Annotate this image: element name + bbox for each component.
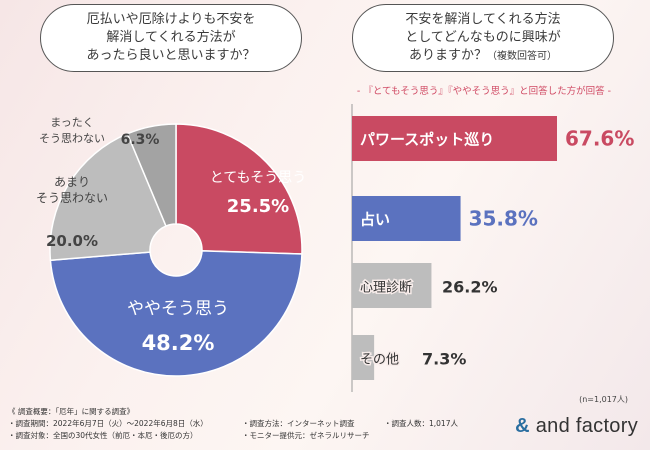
pie-slice (175, 123, 303, 255)
bar-chart-subtitle: - 『とてもそう思う』『ややそう思う』と回答した方が回答 - (356, 86, 612, 97)
pie-slice-label: そう思わない (39, 132, 105, 145)
sample-size-note: (n=1,017人) (579, 395, 628, 404)
pie-slice (126, 123, 177, 227)
bar (352, 116, 557, 161)
survey-footer: 《 調査概要：「厄年」に関する調査》 ・調査期間：2022年6月7日（火）〜20… (0, 404, 650, 450)
logo-ampersand: & (515, 415, 530, 437)
pie-slice-label: あまり (54, 175, 90, 189)
bar-category-label: 占い (360, 211, 390, 229)
question-2-line-text: ありますか？ (408, 48, 487, 63)
question-1-line: あったら良いと思いますか？ (86, 48, 256, 63)
question-1-line: 厄払いや厄除けよりも不安を (86, 12, 256, 27)
logo-text: and factory (529, 415, 638, 437)
pie-value-label: 6.3% (121, 132, 160, 148)
bar (352, 263, 432, 308)
question-2-line: ありますか？（複数回答可） (367, 47, 599, 66)
bar-value-label: 7.3% (422, 350, 466, 369)
footer-target: ・調査対象：全国の30代女性（前厄・本厄・後厄の方） (8, 431, 198, 440)
bar-value-label: 67.6% (565, 127, 634, 151)
question-2-line: 不安を解消してくれる方法 (405, 12, 561, 27)
footer-monitor: ・モニター提供元：ゼネラルリサーチ (242, 431, 370, 440)
footer-count: ・調査人数：1,017人 (384, 419, 458, 428)
question-2-bubble: 不安を解消してくれる方法 としてどんなものに興味が ありますか？（複数回答可） (352, 4, 614, 72)
bar (352, 196, 461, 241)
bar-category-label: パワースポット巡り (360, 131, 494, 149)
pie-slice-label: とてもそう思う (210, 170, 307, 186)
pie-slice-label: まったく (50, 116, 94, 129)
pie-value-label: 25.5% (227, 196, 289, 217)
bar-category-label: 心理診断 (360, 280, 412, 296)
question-1-line: 解消してくれる方法が (106, 30, 236, 45)
footer-method: ・調査方法：インターネット調査 (242, 419, 355, 428)
bar-category-label: その他 (360, 353, 399, 368)
bar (352, 335, 375, 380)
question-2-note: （複数回答可） (487, 51, 557, 62)
question-1-bubble: 厄払いや厄除けよりも不安を 解消してくれる方法が あったら良いと思いますか？ (40, 4, 302, 72)
pie-value-label: 20.0% (46, 232, 98, 250)
pie-slice-label: そう思わない (36, 191, 108, 205)
bar-value-label: 26.2% (442, 278, 498, 297)
footer-heading: 《 調査概要：「厄年」に関する調査》 (8, 407, 135, 416)
pie-slice (49, 132, 167, 262)
pie-slice (49, 250, 303, 377)
pie-slice-label: ややそう思う (127, 299, 229, 319)
footer-period: ・調査期間：2022年6月7日（火）〜2022年6月8日（水） (8, 419, 208, 428)
pie-value-label: 48.2% (142, 331, 215, 355)
and-factory-logo: & and factory (515, 415, 638, 438)
chart-canvas: とてもそう思う25.5%ややそう思う48.2%あまりそう思わない20.0%まった… (36, 104, 634, 392)
question-2-line: としてどんなものに興味が (405, 30, 561, 45)
bar-value-label: 35.8% (469, 207, 538, 231)
